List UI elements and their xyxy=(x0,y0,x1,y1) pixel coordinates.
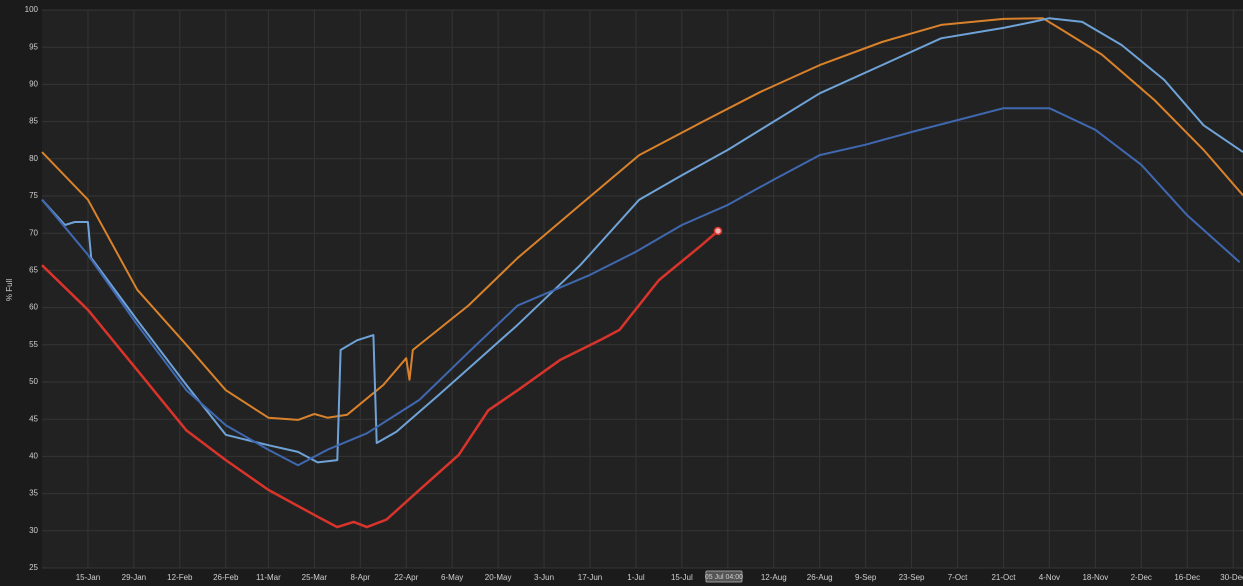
y-tick-label: 40 xyxy=(29,452,38,461)
y-tick-label: 60 xyxy=(29,303,38,312)
series-line xyxy=(41,230,719,529)
tooltip-box xyxy=(705,570,743,583)
x-tick-label: 6-May xyxy=(441,573,463,582)
x-tick-label: 21-Oct xyxy=(991,573,1016,582)
plot-area xyxy=(42,10,1243,568)
series-line xyxy=(41,107,1241,467)
x-tick-label: 12-Aug xyxy=(761,573,787,582)
y-tick-label: 65 xyxy=(29,266,38,275)
y-tick-label: 55 xyxy=(29,340,38,349)
end-marker xyxy=(713,226,723,236)
x-tick-label: 20-May xyxy=(485,573,512,582)
series-line xyxy=(41,17,1243,421)
x-tick-label: 25-Mar xyxy=(302,573,328,582)
y-tick-label: 90 xyxy=(29,80,38,89)
x-tick-label: 29-Jan xyxy=(122,573,146,582)
y-tick-label: 95 xyxy=(29,42,38,51)
x-tick-label: 26-Feb xyxy=(213,573,239,582)
x-tick-label: 1-Jul xyxy=(627,573,645,582)
x-tick-label: 8-Apr xyxy=(351,573,371,582)
x-tick-label: 16-Dec xyxy=(1174,573,1200,582)
x-tick-label: 2-Dec xyxy=(1131,573,1152,582)
x-tick-label: 15-Jan xyxy=(76,573,100,582)
x-tick-label: 23-Sep xyxy=(899,573,925,582)
y-tick-label: 70 xyxy=(29,228,38,237)
series-line xyxy=(41,17,1243,464)
y-tick-label: 75 xyxy=(29,191,38,200)
x-tick-label: 18-Nov xyxy=(1082,573,1108,582)
y-tick-label: 85 xyxy=(29,117,38,126)
y-tick-label: 80 xyxy=(29,154,38,163)
x-tick-label: 11-Mar xyxy=(256,573,281,582)
x-tick-label: 30-Dec xyxy=(1220,573,1243,582)
x-tick-label: 17-Jun xyxy=(578,573,602,582)
x-tick-label: 15-Jul xyxy=(671,573,693,582)
y-tick-label: 50 xyxy=(29,377,38,386)
y-tick-label: 25 xyxy=(29,563,38,572)
y-axis-label: % Full xyxy=(5,279,14,301)
x-tick-label: 7-Oct xyxy=(948,573,968,582)
x-tick-label: 4-Nov xyxy=(1039,573,1060,582)
x-tick-label: 12-Feb xyxy=(167,573,193,582)
y-tick-label: 45 xyxy=(29,414,38,423)
y-tick-label: 100 xyxy=(25,5,39,14)
tooltip-text: 05 Jul 04:00 xyxy=(705,574,743,581)
y-tick-label: 35 xyxy=(29,489,38,498)
x-tick-label: 22-Apr xyxy=(394,573,418,582)
x-tick-label: 3-Jun xyxy=(534,573,554,582)
x-tick-label: 26-Aug xyxy=(807,573,833,582)
x-tick-label: 9-Sep xyxy=(855,573,877,582)
y-tick-label: 30 xyxy=(29,526,38,535)
